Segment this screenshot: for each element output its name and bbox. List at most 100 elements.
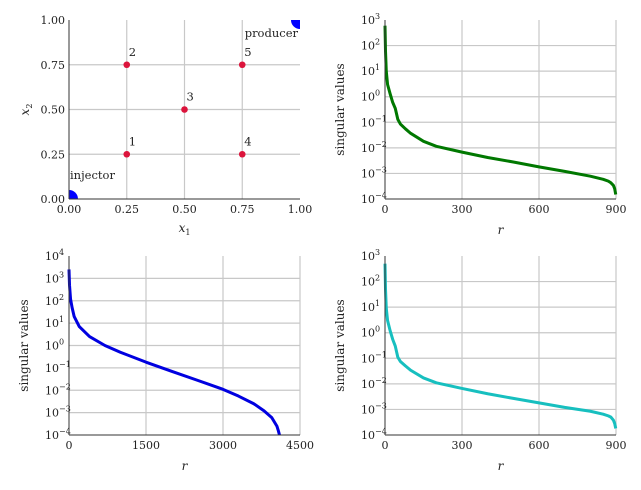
x-tick-label: 0.75 xyxy=(230,203,255,216)
tick-exponent: −3 xyxy=(375,165,387,174)
y-tick-label: 103 xyxy=(361,12,380,27)
tick-base: 10 xyxy=(361,352,375,365)
y-tick-label: 0.00 xyxy=(41,193,66,206)
tick-base: 10 xyxy=(361,14,375,27)
y-tick-label: 1.00 xyxy=(41,14,66,27)
x-tick-label: 1.00 xyxy=(288,203,313,216)
tick-exponent: 1 xyxy=(375,63,380,72)
tick-base: 10 xyxy=(45,295,59,308)
y-tick-label: 100 xyxy=(45,338,64,353)
y-tick-label: 101 xyxy=(45,315,64,330)
x-tick-label: 3000 xyxy=(209,439,237,452)
tick-exponent: 1 xyxy=(59,315,64,324)
y-tick-label: 102 xyxy=(361,274,380,289)
tick-exponent: 0 xyxy=(375,325,380,334)
panel-singular-values-blue: 0 1500 3000 450010410310210110010−110−210−3… xyxy=(17,248,314,473)
tick-exponent: 3 xyxy=(375,248,380,257)
x-tick-label: 600 xyxy=(529,439,550,452)
y-tick-label: 10−1 xyxy=(361,114,387,129)
tick-exponent: 3 xyxy=(59,270,64,279)
y-tick-label: 10−1 xyxy=(361,350,387,365)
tick-base: 10 xyxy=(361,327,375,340)
tick-base: 10 xyxy=(361,276,375,289)
y-axis-label: singular values xyxy=(333,299,347,391)
wells-group xyxy=(69,20,300,199)
axis-label-main: r xyxy=(182,459,189,473)
tick-exponent: 2 xyxy=(59,293,64,302)
tick-base: 10 xyxy=(45,384,59,397)
well-label-producer: producer xyxy=(245,26,299,40)
tick-base: 10 xyxy=(361,65,375,78)
sensor-point-label: 3 xyxy=(187,90,194,104)
y-tick-label: 10−2 xyxy=(361,140,387,155)
well-label-injector: injector xyxy=(70,168,115,182)
singular-value-curve xyxy=(383,25,618,195)
x-tick-label: 0 xyxy=(382,439,389,452)
sensor-point-label: 5 xyxy=(244,45,251,59)
tick-exponent: −4 xyxy=(375,191,387,200)
y-tick-label: 0.75 xyxy=(41,59,66,72)
x-axis-label: r xyxy=(182,459,189,473)
y-tick-label: 10−3 xyxy=(361,401,387,416)
tick-exponent: −1 xyxy=(375,114,387,123)
tick-base: 10 xyxy=(361,91,375,104)
panel-well-layout: 0.00 0.25 0.50 0.75 1.00 0.00 0.25 0.50 0.75 1.00… xyxy=(18,14,313,237)
x-axis-label: r xyxy=(498,223,505,237)
sensor-point-label: 2 xyxy=(129,45,136,59)
x-tick-label: 300 xyxy=(452,439,473,452)
x-tick-label: 0.00 xyxy=(57,203,82,216)
tick-exponent: 2 xyxy=(375,38,380,47)
well-marker-injector xyxy=(69,190,78,199)
x-tick-label: 600 xyxy=(529,203,550,216)
panel-singular-values-green: 0 300 600 90010310210110010−110−210−310−4rs… xyxy=(333,12,627,237)
tick-exponent: −2 xyxy=(59,382,71,391)
tick-exponent: 3 xyxy=(375,12,380,21)
tick-base: 10 xyxy=(45,429,59,442)
tick-base: 10 xyxy=(361,250,375,263)
tick-exponent: −4 xyxy=(375,427,387,436)
axis-label-main: r xyxy=(498,223,505,237)
y-tick-label: 101 xyxy=(361,299,380,314)
y-tick-label: 103 xyxy=(361,248,380,263)
sensor-point-4 xyxy=(238,150,246,158)
tick-exponent: −1 xyxy=(375,350,387,359)
tick-base: 10 xyxy=(361,116,375,129)
sensor-point-1 xyxy=(123,150,131,158)
axis-label-main: r xyxy=(498,459,505,473)
tick-exponent: 2 xyxy=(375,274,380,283)
y-tick-label: 10−1 xyxy=(45,360,71,375)
x-tick-label: 900 xyxy=(606,439,627,452)
tick-base: 10 xyxy=(361,301,375,314)
x-tick-label: 4500 xyxy=(286,439,314,452)
x-axis-label: r xyxy=(498,459,505,473)
tick-exponent: −3 xyxy=(375,401,387,410)
y-tick-label: 102 xyxy=(45,293,64,308)
tick-base: 10 xyxy=(45,250,59,263)
tick-exponent: 0 xyxy=(59,338,64,347)
tick-exponent: −2 xyxy=(375,140,387,149)
tick-base: 10 xyxy=(361,167,375,180)
tick-base: 10 xyxy=(361,429,375,442)
y-tick-label: 101 xyxy=(361,63,380,78)
x-tick-label: 900 xyxy=(606,203,627,216)
well-marker-producer xyxy=(291,20,300,29)
x-tick-label: 0 xyxy=(66,439,73,452)
tick-base: 10 xyxy=(45,407,59,420)
tick-base: 10 xyxy=(45,362,59,375)
tick-base: 10 xyxy=(45,272,59,285)
y-tick-label: 10−2 xyxy=(361,376,387,391)
x-tick-label: 0.25 xyxy=(115,203,140,216)
tick-exponent: −1 xyxy=(59,360,71,369)
panel-singular-values-cyan: 0 300 600 90010310210110010−110−210−310−4rs… xyxy=(333,248,627,473)
sensor-point-2 xyxy=(123,61,131,69)
y-tick-label: 102 xyxy=(361,38,380,53)
tick-base: 10 xyxy=(45,317,59,330)
y-tick-label: 10−4 xyxy=(361,191,387,206)
tick-base: 10 xyxy=(45,340,59,353)
y-tick-label: 10−3 xyxy=(361,165,387,180)
tick-base: 10 xyxy=(361,142,375,155)
axis-label-subscript: 2 xyxy=(25,104,34,109)
singular-value-curve xyxy=(67,269,281,436)
x-axis-label: x1 xyxy=(179,221,191,237)
